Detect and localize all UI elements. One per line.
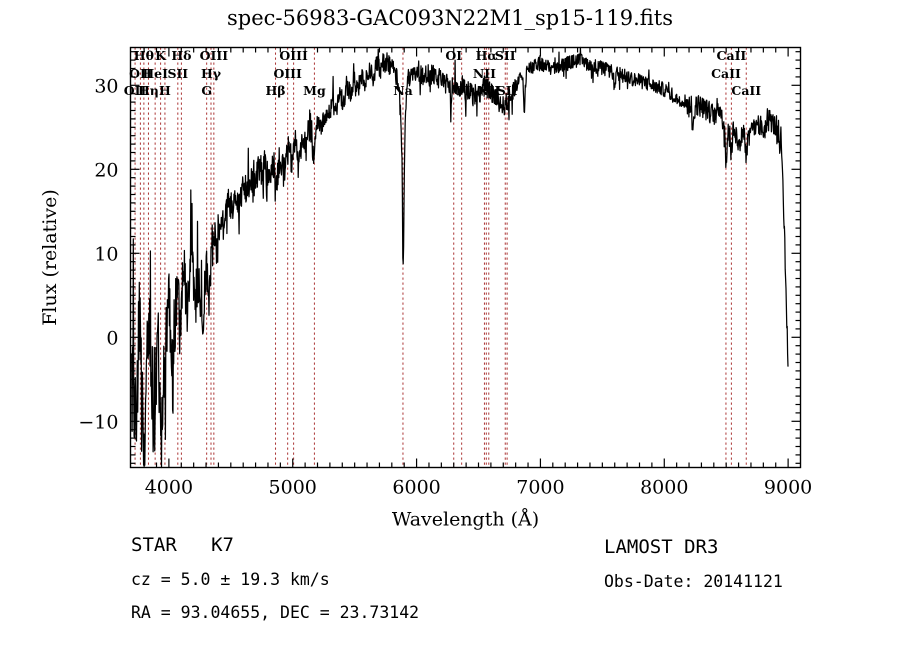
object-classification: STAR K7 xyxy=(131,534,234,556)
svg-text:8000: 8000 xyxy=(640,477,688,499)
svg-text:Hδ: Hδ xyxy=(171,48,191,63)
survey-name: LAMOST DR3 xyxy=(604,536,719,558)
svg-text:Flux (relative): Flux (relative) xyxy=(39,189,61,326)
svg-text:CaII: CaII xyxy=(731,83,761,98)
svg-text:Hθ: Hθ xyxy=(134,48,154,63)
plot-axes: 4000 5000 6000 7000 8000 9000 −10 0 10 20 30 Wavele… xyxy=(39,46,812,531)
spectral-class: K7 xyxy=(211,534,234,556)
redshift-velocity: cz = 5.0 ± 19.3 km/s xyxy=(131,570,330,589)
svg-text:NII: NII xyxy=(473,66,496,81)
svg-text:Hη: Hη xyxy=(138,83,159,98)
svg-text:30: 30 xyxy=(94,75,118,97)
svg-text:OII: OII xyxy=(124,83,147,98)
svg-text:9000: 9000 xyxy=(764,477,812,499)
svg-text:Mg: Mg xyxy=(303,83,326,98)
svg-text:Hγ: Hγ xyxy=(201,66,222,81)
svg-text:7000: 7000 xyxy=(516,477,564,499)
svg-text:HeI: HeI xyxy=(142,66,168,81)
svg-text:SII: SII xyxy=(167,66,188,81)
observation-date: Obs-Date: 20141121 xyxy=(604,572,783,591)
svg-text:5000: 5000 xyxy=(269,477,317,499)
svg-text:OIII: OIII xyxy=(200,48,229,63)
svg-text:H: H xyxy=(159,83,171,98)
svg-text:OII: OII xyxy=(129,66,152,81)
svg-text:6000: 6000 xyxy=(392,477,440,499)
svg-text:OIII: OIII xyxy=(279,48,308,63)
svg-text:SII: SII xyxy=(497,83,518,98)
svg-text:−10: −10 xyxy=(78,411,118,433)
svg-text:OI: OI xyxy=(453,83,470,98)
svg-text:G: G xyxy=(201,83,212,98)
svg-text:Na: Na xyxy=(393,83,413,98)
svg-text:Hα: Hα xyxy=(476,48,498,63)
spectrum-trace xyxy=(131,46,789,469)
svg-text:OIII: OIII xyxy=(273,66,302,81)
svg-text:Wavelength (Å): Wavelength (Å) xyxy=(392,509,539,531)
svg-text:10: 10 xyxy=(94,243,118,265)
svg-text:CaII: CaII xyxy=(717,48,747,63)
page-title: spec-56983-GAC093N22M1_sp15-119.fits xyxy=(227,6,673,30)
svg-text:CaII: CaII xyxy=(711,66,741,81)
svg-text:20: 20 xyxy=(94,159,118,181)
svg-text:SII: SII xyxy=(495,48,516,63)
object-type: STAR xyxy=(131,534,177,556)
svg-text:Hβ: Hβ xyxy=(265,83,285,98)
svg-text:NII: NII xyxy=(477,83,500,98)
svg-text:K: K xyxy=(155,48,167,63)
emission-line-markers xyxy=(134,47,747,468)
sky-coordinates: RA = 93.04655, DEC = 23.73142 xyxy=(131,603,420,622)
svg-text:OI: OI xyxy=(445,48,462,63)
svg-text:0: 0 xyxy=(106,327,118,349)
svg-text:4000: 4000 xyxy=(145,477,193,499)
